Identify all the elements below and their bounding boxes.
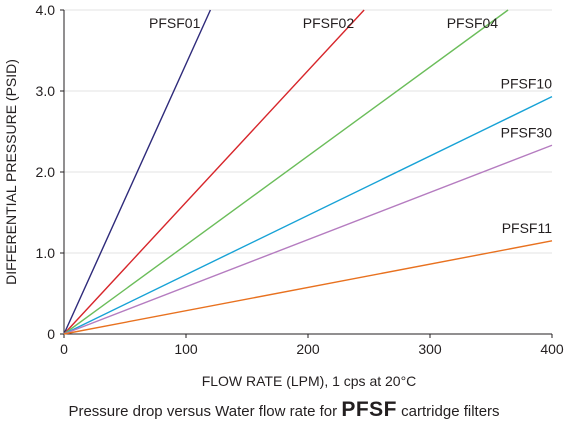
y-tick-label: 0 [47, 326, 55, 342]
x-tick-label: 0 [60, 341, 68, 357]
x-tick-label: 100 [174, 341, 198, 357]
series-line-pfsf04 [63, 9, 509, 335]
series-label-pfsf30: PFSF30 [501, 124, 553, 140]
series-line-pfsf02 [63, 9, 365, 335]
series-label-pfsf01: PFSF01 [149, 15, 201, 31]
y-tick-label: 4.0 [36, 2, 56, 18]
series-line-pfsf01 [63, 9, 212, 335]
x-tick-label: 300 [418, 341, 442, 357]
series-label-pfsf11: PFSF11 [502, 220, 553, 236]
x-tick-label: 400 [540, 341, 564, 357]
series-label-pfsf10: PFSF10 [501, 76, 553, 92]
y-tick-label: 1.0 [36, 245, 56, 261]
y-axis-title: DIFFERENTIAL PRESSURE (PSID) [3, 59, 19, 285]
caption-brand: PFSF [341, 398, 397, 421]
y-tick-label: 2.0 [36, 164, 56, 180]
tick-labels: 0 100 200 300 400 0 1.0 2.0 3.0 4.0 [36, 2, 564, 357]
series-lines [63, 9, 553, 335]
series-labels: PFSF01 PFSF02 PFSF04 PFSF10 PFSF30 PFSF11 [149, 15, 552, 236]
x-tick-label: 200 [296, 341, 320, 357]
figure-caption: Pressure drop versus Water flow rate for… [0, 398, 568, 422]
axes [60, 9, 553, 338]
gridlines [64, 9, 552, 254]
series-line-pfsf30 [63, 144, 553, 335]
caption-suffix: cartridge filters [401, 403, 500, 420]
series-label-pfsf02: PFSF02 [303, 15, 355, 31]
series-line-pfsf10 [63, 96, 553, 335]
series-line-pfsf11 [63, 240, 553, 335]
y-tick-label: 3.0 [36, 83, 56, 99]
series-label-pfsf04: PFSF04 [447, 15, 499, 31]
x-axis-title: FLOW RATE (LPM), 1 cps at 20°C [202, 373, 417, 389]
caption-prefix: Pressure drop versus Water flow rate for [68, 403, 338, 420]
